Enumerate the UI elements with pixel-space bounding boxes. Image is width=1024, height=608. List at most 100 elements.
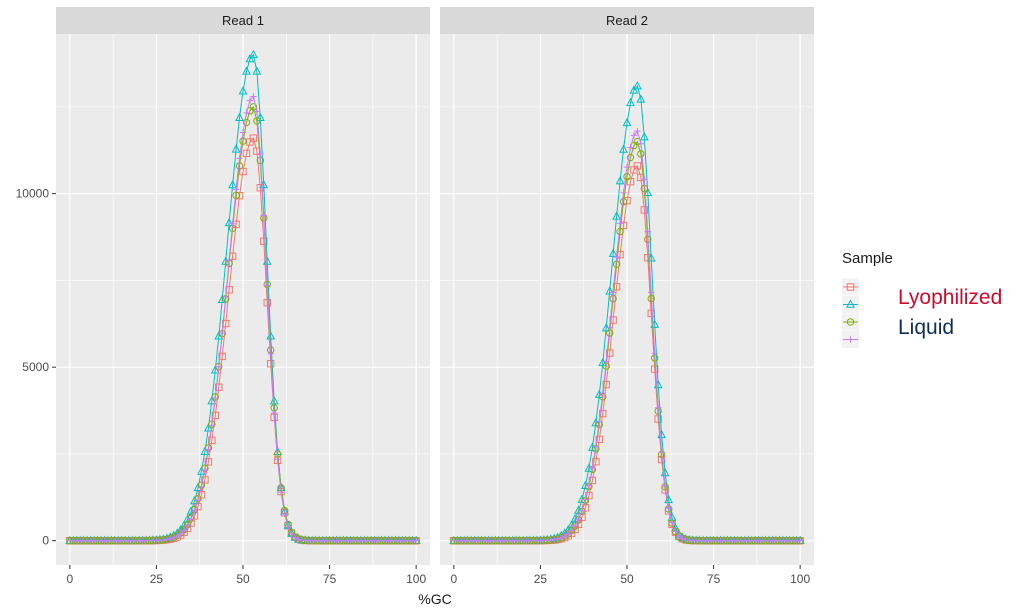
- data-point: [640, 206, 649, 214]
- x-axis-title: %GC: [418, 591, 451, 607]
- data-point: [295, 536, 302, 543]
- data-point: [796, 537, 804, 544]
- data-point: [211, 411, 219, 420]
- data-point: [641, 176, 648, 183]
- data-point: [602, 380, 610, 389]
- data-point: [626, 97, 635, 107]
- data-point: [270, 409, 278, 417]
- strip-background-read-2: [440, 7, 814, 34]
- data-point: [291, 534, 299, 541]
- data-point: [238, 86, 248, 95]
- data-point: [644, 228, 651, 235]
- gridlines-read-2: [440, 34, 814, 565]
- data-point: [595, 435, 603, 444]
- y-tick-label: 5000: [22, 360, 49, 374]
- data-point: [239, 129, 247, 136]
- data-point: [224, 217, 234, 227]
- series-read-2: [449, 80, 805, 545]
- legend-key-marker: [846, 283, 855, 291]
- data-point: [675, 532, 683, 540]
- data-point: [571, 522, 579, 529]
- data-point: [284, 523, 292, 530]
- data-point: [252, 66, 262, 75]
- data-point: [612, 211, 622, 220]
- data-point: [658, 448, 665, 456]
- data-point: [636, 94, 646, 103]
- y-axis: 0 5000 10000: [16, 187, 56, 548]
- data-point: [599, 409, 607, 418]
- legend-title: Sample: [842, 250, 893, 267]
- data-point: [180, 527, 188, 534]
- data-point: [191, 507, 198, 515]
- data-point: [267, 350, 274, 357]
- data-point: [596, 418, 603, 425]
- data-point: [170, 534, 177, 541]
- x-tick-label: 0: [451, 572, 458, 586]
- data-point: [627, 144, 634, 151]
- data-point: [219, 329, 226, 337]
- data-point: [207, 395, 217, 405]
- strip-label-read-2: Read 2: [606, 13, 648, 28]
- data-point: [231, 144, 241, 153]
- data-point: [242, 118, 251, 127]
- data-point: [634, 127, 641, 135]
- data-point: [582, 496, 589, 503]
- data-point: [665, 504, 672, 512]
- data-point: [654, 404, 662, 411]
- data-point: [633, 162, 642, 170]
- data-point: [217, 294, 227, 304]
- data-point: [592, 458, 600, 466]
- data-point: [575, 516, 582, 523]
- data-point: [609, 289, 617, 296]
- x-tick-label: 25: [150, 572, 164, 586]
- data-point: [198, 483, 205, 491]
- strip-background-read-1: [56, 7, 430, 34]
- data-point: [615, 176, 625, 185]
- data-point: [626, 153, 635, 162]
- data-point: [212, 394, 219, 402]
- data-point: [167, 535, 174, 542]
- data-point: [637, 140, 645, 147]
- x-tick-label: 50: [620, 572, 634, 586]
- data-point: [249, 103, 258, 111]
- data-point: [603, 358, 610, 365]
- data-point: [592, 443, 600, 450]
- data-point: [605, 286, 615, 295]
- data-point: [228, 179, 238, 189]
- data-point: [632, 80, 642, 90]
- data-point: [257, 150, 264, 158]
- data-point: [622, 117, 632, 127]
- data-point: [187, 516, 195, 523]
- data-point: [263, 299, 271, 307]
- data-point: [606, 324, 613, 331]
- data-point: [613, 253, 620, 261]
- data-point: [623, 172, 631, 181]
- data-point: [248, 49, 258, 59]
- x-tick-label: 0: [67, 572, 74, 586]
- x-tick-label: 75: [323, 572, 337, 586]
- legend: Sample Lyophilized Liquid: [842, 250, 1002, 348]
- y-tick-label: 10000: [16, 187, 50, 201]
- x-tick-label: 50: [236, 572, 250, 586]
- x-tick-label: 75: [707, 572, 721, 586]
- data-point: [661, 482, 669, 489]
- data-point: [605, 349, 614, 357]
- data-point: [588, 476, 597, 485]
- data-point: [264, 282, 271, 289]
- data-point: [235, 112, 244, 121]
- data-point: [232, 186, 240, 193]
- data-point: [204, 458, 213, 466]
- data-point: [619, 144, 628, 153]
- data-point: [222, 293, 229, 301]
- data-point: [651, 350, 658, 357]
- data-point: [201, 466, 209, 474]
- series-4: [450, 127, 804, 544]
- data-point: [177, 530, 184, 537]
- data-point: [266, 331, 276, 340]
- data-point: [412, 537, 420, 544]
- data-point: [194, 497, 202, 504]
- data-point: [619, 198, 628, 206]
- data-point: [626, 178, 635, 186]
- x-tick-label: 100: [406, 572, 426, 586]
- data-point: [174, 532, 181, 540]
